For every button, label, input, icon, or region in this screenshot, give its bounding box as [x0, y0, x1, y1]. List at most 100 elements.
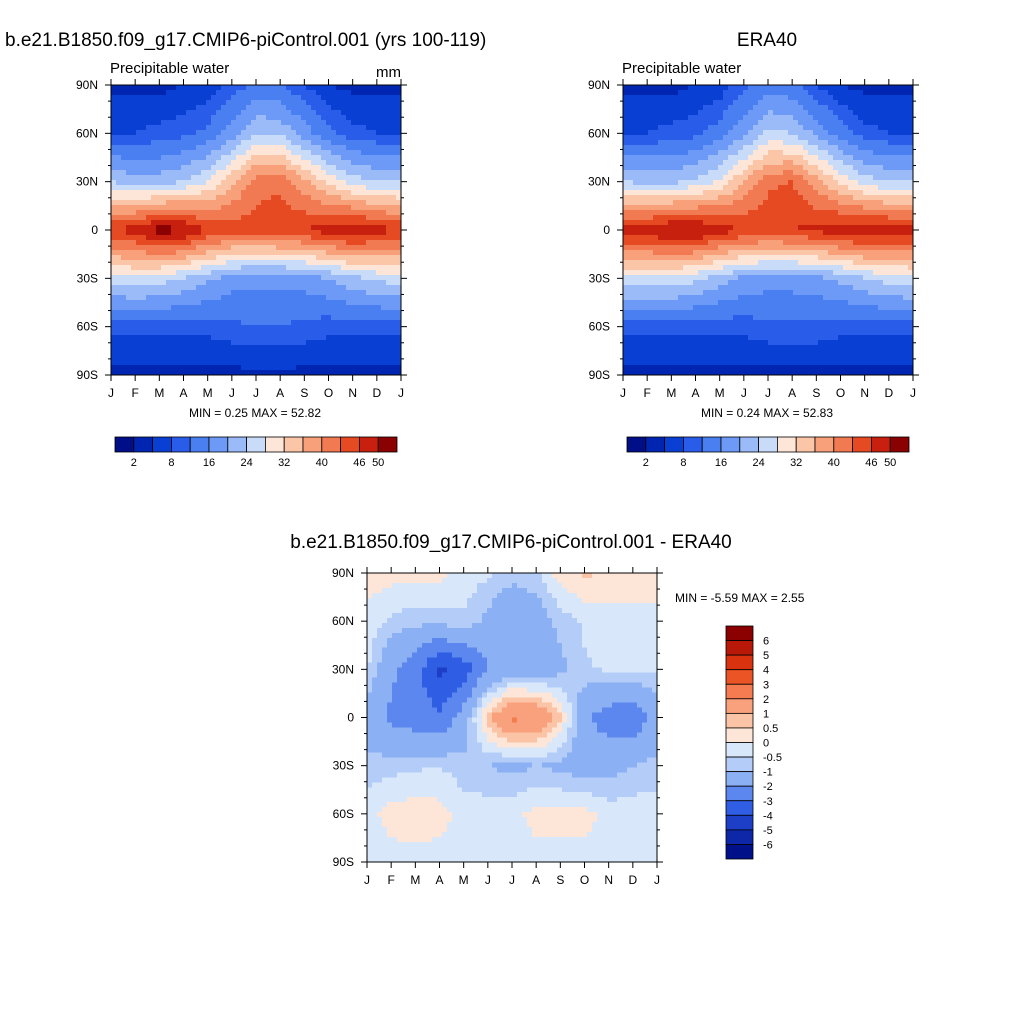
field-cell [698, 185, 704, 191]
field-cell [296, 200, 302, 206]
field-cell [196, 160, 202, 166]
field-cell [121, 215, 127, 221]
field-cell [808, 130, 814, 136]
field-cell [171, 275, 177, 281]
field-cell [863, 125, 869, 131]
field-cell [803, 165, 809, 171]
field-cell [341, 120, 347, 126]
field-cell [281, 145, 287, 151]
field-cell [878, 210, 884, 216]
field-cell [838, 160, 844, 166]
field-cell [386, 115, 392, 121]
field-cell [156, 215, 162, 221]
field-cell [628, 135, 634, 141]
panel-model-units-label: mm [376, 64, 401, 81]
field-cell [301, 260, 307, 266]
field-cell [136, 340, 142, 346]
field-cell [331, 240, 337, 246]
field-cell [296, 195, 302, 201]
field-cell [718, 165, 724, 171]
field-cell [291, 285, 297, 291]
colorbar-swatch [114, 436, 135, 453]
field-cell [386, 245, 392, 251]
field-cell [291, 370, 297, 376]
field-cell [251, 110, 257, 116]
field-cell [878, 125, 884, 131]
field-cell [833, 85, 839, 91]
field-cell [276, 370, 282, 376]
field-cell [778, 150, 784, 156]
field-cell [156, 195, 162, 201]
field-cell [251, 265, 257, 271]
field-cell [336, 260, 342, 266]
field-cell [386, 240, 392, 246]
field-cell [738, 200, 744, 206]
field-cell [141, 125, 147, 131]
field-cell [898, 185, 904, 191]
field-cell [121, 360, 127, 366]
field-cell [186, 260, 192, 266]
field-cell [883, 210, 889, 216]
field-cell [763, 190, 769, 196]
field-cell [888, 165, 894, 171]
field-cell [668, 170, 674, 176]
field-cell [366, 230, 372, 236]
field-cell [336, 215, 342, 221]
field-cell [316, 100, 322, 106]
field-cell [236, 325, 242, 331]
field-cell [336, 265, 342, 271]
field-cell [296, 170, 302, 176]
field-cell [371, 125, 377, 131]
field-cell [356, 250, 362, 256]
field-cell [181, 330, 187, 336]
field-cell [366, 160, 372, 166]
field-cell [151, 90, 157, 96]
field-cell [391, 315, 397, 321]
field-cell [346, 190, 352, 196]
field-cell [276, 95, 282, 101]
field-cell [361, 190, 367, 196]
field-cell [728, 205, 734, 211]
field-cell [151, 255, 157, 261]
field-cell [658, 160, 664, 166]
field-cell [773, 195, 779, 201]
field-cell [356, 315, 362, 321]
field-cell [206, 280, 212, 286]
field-cell [191, 150, 197, 156]
field-cell [121, 185, 127, 191]
field-cell [241, 305, 247, 311]
field-cell [336, 160, 342, 166]
field-cell [316, 185, 322, 191]
field-cell [326, 290, 332, 296]
field-cell [261, 360, 267, 366]
field-cell [296, 255, 302, 261]
field-cell [226, 190, 232, 196]
field-cell [658, 95, 664, 101]
field-cell [166, 215, 172, 221]
field-cell [316, 160, 322, 166]
field-cell [291, 185, 297, 191]
field-cell [126, 205, 132, 211]
field-cell [658, 185, 664, 191]
field-cell [216, 95, 222, 101]
field-cell [136, 175, 142, 181]
field-cell [321, 275, 327, 281]
field-cell [216, 350, 222, 356]
field-cell [341, 160, 347, 166]
field-cell [623, 215, 629, 221]
field-cell [136, 330, 142, 336]
field-cell [166, 355, 172, 361]
field-cell [733, 145, 739, 151]
field-cell [146, 175, 152, 181]
field-cell [638, 170, 644, 176]
field-cell [161, 230, 167, 236]
field-cell [908, 130, 914, 136]
field-cell [633, 85, 639, 91]
field-cell [161, 135, 167, 141]
field-cell [758, 110, 764, 116]
field-cell [136, 350, 142, 356]
field-cell [808, 180, 814, 186]
panel-model-title: b.e21.B1850.f09_g17.CMIP6-piControl.001 … [5, 30, 486, 51]
field-cell [708, 95, 714, 101]
field-cell [783, 170, 789, 176]
